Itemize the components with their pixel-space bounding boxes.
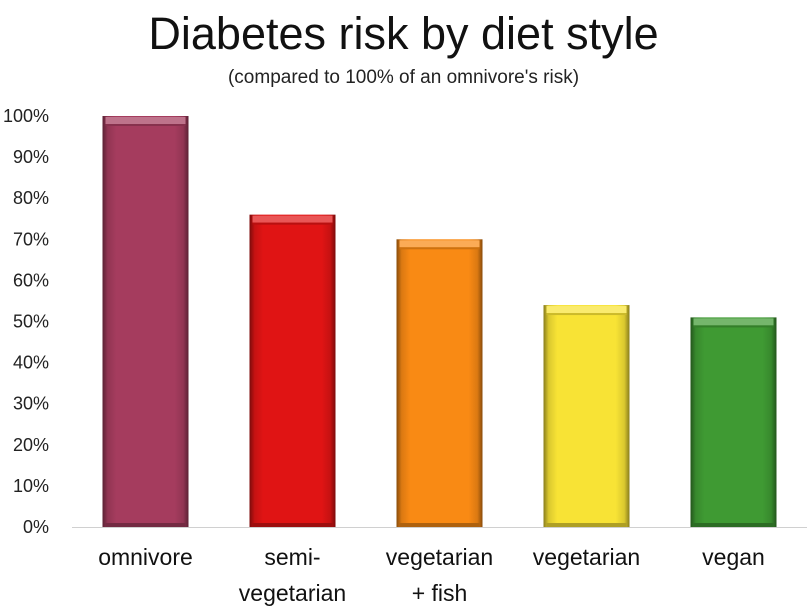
bar-top-edge bbox=[399, 247, 480, 250]
x-tick-label: semi- bbox=[264, 544, 320, 570]
bar-body bbox=[249, 214, 336, 527]
x-tick-label: vegetarian bbox=[239, 580, 346, 606]
bar-top-highlight bbox=[252, 215, 333, 223]
y-tick-label: 40% bbox=[13, 353, 49, 373]
bar-bottom-edge bbox=[546, 523, 627, 527]
y-tick-label: 10% bbox=[13, 476, 49, 496]
bar-bottom-edge bbox=[105, 523, 186, 527]
bar-top-highlight bbox=[105, 117, 186, 124]
y-tick-label: 30% bbox=[13, 394, 49, 414]
bar-body bbox=[543, 305, 630, 527]
chart-title: Diabetes risk by diet style bbox=[148, 8, 659, 59]
bar-4 bbox=[543, 305, 630, 527]
bar-top-edge bbox=[252, 222, 333, 225]
x-tick-label: vegan bbox=[702, 544, 765, 570]
bar-bottom-edge bbox=[693, 523, 774, 527]
bar-3 bbox=[396, 239, 483, 528]
bar-top-highlight bbox=[693, 318, 774, 326]
bar-top-highlight bbox=[399, 240, 480, 248]
bar-top-edge bbox=[693, 325, 774, 328]
x-tick-label: vegetarian bbox=[386, 544, 493, 570]
y-tick-label: 80% bbox=[13, 188, 49, 208]
x-tick-label: + fish bbox=[412, 580, 468, 606]
y-tick-label: 20% bbox=[13, 435, 49, 455]
bar-top-edge bbox=[105, 124, 186, 126]
x-tick-label: vegetarian bbox=[533, 544, 640, 570]
bar-body bbox=[690, 317, 777, 527]
bar-bottom-edge bbox=[399, 523, 480, 527]
y-tick-label: 50% bbox=[13, 312, 49, 332]
bar-body bbox=[396, 239, 483, 528]
bar-top-highlight bbox=[546, 306, 627, 314]
bar-1 bbox=[102, 116, 189, 527]
x-tick-label: omnivore bbox=[98, 544, 193, 570]
bar-5 bbox=[690, 317, 777, 527]
chart-subtitle: (compared to 100% of an omnivore's risk) bbox=[227, 67, 580, 88]
y-tick-label: 100% bbox=[3, 106, 49, 126]
bar-top-edge bbox=[546, 313, 627, 316]
bar-bottom-edge bbox=[252, 523, 333, 527]
y-tick-label: 70% bbox=[13, 229, 49, 249]
y-tick-label: 0% bbox=[23, 517, 49, 537]
bar-2 bbox=[249, 214, 336, 527]
y-tick-label: 60% bbox=[13, 270, 49, 290]
bar-body bbox=[102, 116, 189, 527]
y-tick-label: 90% bbox=[13, 147, 49, 167]
